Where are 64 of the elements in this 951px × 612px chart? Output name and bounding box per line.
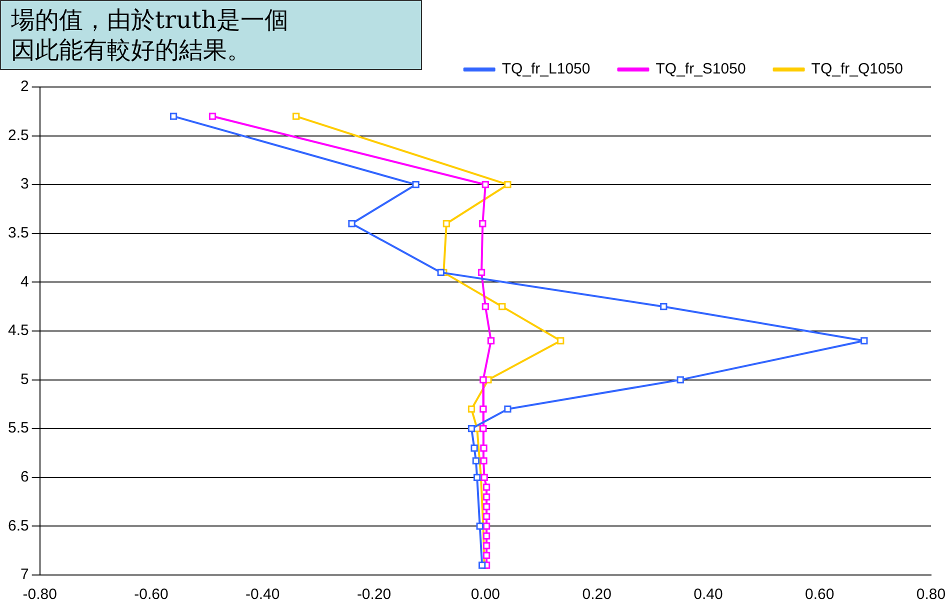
point <box>479 220 486 228</box>
y-tick-label: 7 <box>20 566 29 584</box>
point <box>482 532 490 540</box>
point <box>480 376 487 384</box>
point <box>437 268 444 276</box>
x-tick-label: -0.60 <box>134 586 168 604</box>
point <box>676 376 684 384</box>
point <box>476 522 484 530</box>
point <box>480 406 487 413</box>
point <box>480 474 488 481</box>
y-tick-label: 3.5 <box>8 224 29 242</box>
point <box>504 406 512 413</box>
point <box>482 181 490 188</box>
point <box>660 303 668 310</box>
legend-label: TQ_fr_L1050 <box>502 60 590 78</box>
y-tick-label: 5.5 <box>8 420 29 437</box>
point <box>473 474 481 481</box>
y-tick-label: 4.5 <box>8 322 29 340</box>
point <box>482 542 490 550</box>
y-tick-label: 6.5 <box>8 517 29 534</box>
point <box>557 337 564 344</box>
legend-label: TQ_fr_S1050 <box>656 60 746 78</box>
x-tick-label: 0.80 <box>916 586 946 604</box>
point <box>504 181 512 188</box>
point <box>482 484 490 491</box>
point <box>470 444 478 452</box>
point <box>482 493 490 500</box>
y-tick-label: 2 <box>20 78 29 96</box>
point <box>468 406 476 413</box>
point <box>348 220 356 228</box>
text: 場的值，由於truth是一個 <box>11 5 290 35</box>
x-tick-label: -0.80 <box>22 586 57 604</box>
point <box>472 457 480 464</box>
point <box>482 503 490 510</box>
point <box>478 268 486 276</box>
x-tick-label: -0.20 <box>356 586 392 604</box>
x-tick-label: 0.60 <box>805 586 834 604</box>
point <box>482 552 490 560</box>
point <box>487 337 495 344</box>
point <box>480 457 488 464</box>
y-tick-label: 4 <box>20 273 29 290</box>
point <box>292 112 300 120</box>
point <box>482 522 490 530</box>
y-tick-label: 2.5 <box>8 126 29 144</box>
point <box>170 112 178 120</box>
point <box>482 303 490 310</box>
text: 因此能有較好的結果。 <box>11 35 252 65</box>
point <box>480 444 488 452</box>
point <box>480 425 487 432</box>
point <box>860 337 868 344</box>
point <box>412 181 420 188</box>
x-tick-label: 0.20 <box>582 586 612 604</box>
y-tick-label: 3 <box>20 176 29 193</box>
x-tick-label: 0.40 <box>694 586 723 604</box>
x-tick-label: -0.40 <box>246 586 280 604</box>
x-tick-label: 0.00 <box>470 586 500 604</box>
legend-label: TQ_fr_Q1050 <box>811 60 904 78</box>
point <box>208 112 216 120</box>
point <box>468 425 476 432</box>
point <box>482 512 490 520</box>
y-tick-label: 5 <box>20 370 29 388</box>
y-tick-label: 6 <box>20 468 29 486</box>
point <box>442 220 450 228</box>
point <box>498 303 506 310</box>
